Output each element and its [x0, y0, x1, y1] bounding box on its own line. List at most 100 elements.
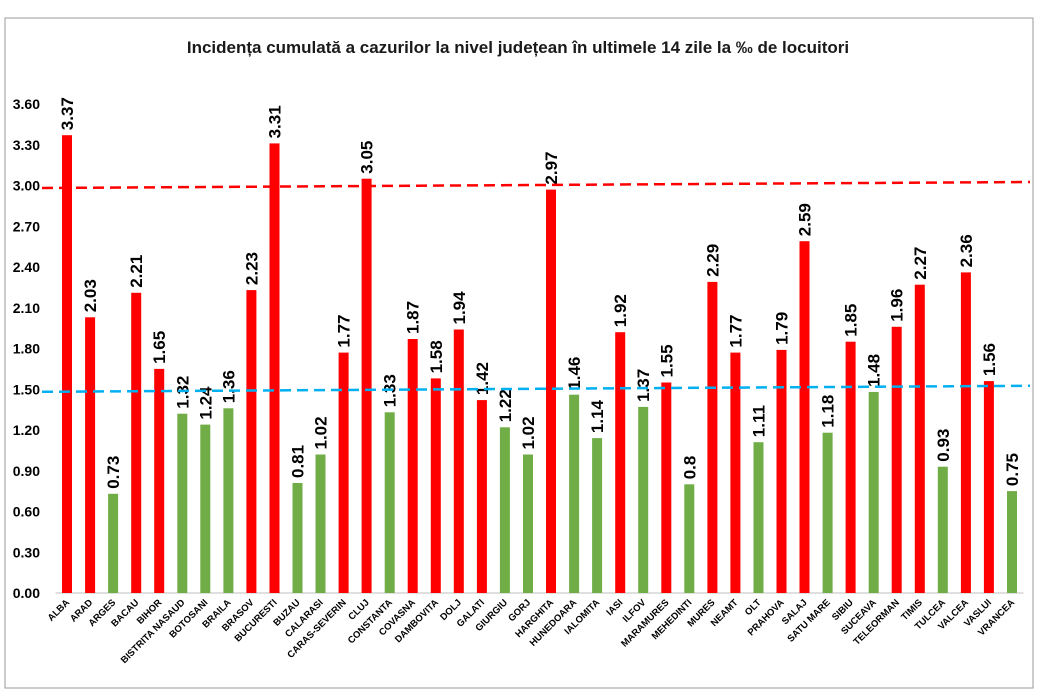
value-label-ilfov: 1.37 [634, 369, 653, 402]
y-tick-label: 0.00 [13, 585, 40, 601]
y-tick-label: 0.30 [13, 544, 40, 560]
value-label-hunedoara: 1.46 [565, 357, 584, 390]
bar-bacau [131, 292, 142, 593]
bar-neamt [730, 352, 741, 593]
bar-iasi [615, 332, 626, 593]
bar-alba [62, 135, 72, 593]
bar-brasov [246, 290, 257, 593]
bar-calarasi [315, 454, 326, 593]
y-tick-label: 0.90 [13, 463, 40, 479]
bar-harghita [546, 189, 556, 593]
bar-sibiu [845, 341, 856, 593]
value-label-timis: 2.27 [911, 247, 930, 280]
bar-timis [914, 284, 925, 593]
bar-braila [223, 408, 234, 593]
value-label-giurgiu: 1.22 [496, 389, 515, 422]
bar-caras-severin [338, 352, 349, 593]
value-label-buzau: 0.81 [289, 445, 308, 478]
bar-bihor [154, 368, 165, 593]
bar-cluj [361, 178, 372, 593]
value-label-galati: 1.42 [473, 362, 492, 395]
value-label-vaslui: 1.56 [980, 343, 999, 376]
bar-covasna [407, 339, 418, 593]
value-label-teleorman: 1.96 [888, 289, 907, 322]
bar-ialomita [592, 438, 603, 593]
bar-giurgiu [499, 427, 510, 593]
bar-olt [753, 442, 764, 593]
y-tick-label: 0.60 [13, 504, 40, 520]
value-label-harghita: 2.97 [542, 152, 561, 185]
chart-title: Incidența cumulată a cazurilor la nivel … [187, 38, 849, 57]
bar-galati [476, 400, 487, 593]
reference-line-0 [41, 180, 1031, 190]
bar-ilfov [638, 406, 649, 593]
value-label-iasi: 1.92 [611, 294, 630, 327]
value-label-satu-mare: 1.18 [819, 395, 838, 428]
bar-hunedoara [569, 394, 580, 593]
bar-constanta [384, 412, 395, 593]
value-label-arges: 0.73 [104, 456, 123, 489]
bar-salaj [799, 241, 810, 593]
bar-maramures [661, 382, 672, 593]
bar-dolj [453, 329, 464, 593]
y-tick-label: 3.30 [13, 137, 40, 153]
value-label-bucuresti: 3.31 [266, 105, 285, 138]
value-label-calarasi: 1.02 [312, 416, 331, 449]
bar-prahova [776, 349, 787, 593]
reference-lines [41, 180, 1031, 394]
value-label-sibiu: 1.85 [842, 304, 861, 337]
reference-line-1 [41, 384, 1031, 394]
value-label-prahova: 1.79 [773, 312, 792, 345]
value-label-vrancea: 0.75 [1003, 453, 1022, 486]
value-label-covasna: 1.87 [404, 301, 423, 334]
value-label-braila: 1.36 [219, 370, 238, 403]
y-tick-label: 2.70 [13, 218, 40, 234]
value-label-maramures: 1.55 [657, 344, 676, 377]
value-label-gorj: 1.02 [519, 416, 538, 449]
y-tick-label: 1.20 [13, 422, 40, 438]
value-label-suceava: 1.48 [865, 354, 884, 387]
value-label-cluj: 3.05 [358, 141, 377, 174]
bar-valcea [960, 272, 971, 593]
bar-vrancea [1007, 491, 1017, 593]
value-label-valcea: 2.36 [957, 234, 976, 267]
value-label-alba: 3.37 [58, 97, 77, 130]
value-labels: 3.372.030.732.211.651.321.241.362.233.31… [58, 97, 1022, 489]
y-tick-label: 3.00 [13, 178, 40, 194]
value-label-arad: 2.03 [81, 279, 100, 312]
bar-bistrita-nasaud [177, 413, 188, 593]
value-label-mehedinti: 0.8 [680, 456, 699, 480]
y-axis: 0.00 0.30 0.60 0.90 1.20 1.50 1.80 2.10 2.40 2.70… [13, 96, 40, 601]
value-label-bacau: 2.21 [127, 255, 146, 288]
bar-gorj [523, 454, 533, 593]
bar-satu-mare [822, 432, 833, 593]
value-label-ialomita: 1.14 [588, 399, 607, 433]
bar-arges [108, 493, 119, 593]
value-label-botosani: 1.24 [196, 386, 215, 420]
bar-vaslui [983, 381, 994, 593]
bar-buzau [292, 483, 303, 593]
bar-mures [707, 281, 718, 593]
bar-mehedinti [684, 484, 695, 593]
bar-teleorman [891, 326, 902, 593]
y-tick-label: 3.60 [13, 96, 40, 112]
value-label-salaj: 2.59 [796, 203, 815, 236]
bars [62, 135, 1017, 593]
value-label-tulcea: 0.93 [934, 429, 953, 462]
y-tick-label: 1.50 [13, 381, 40, 397]
value-label-olt: 1.11 [750, 405, 769, 437]
y-tick-label: 2.10 [13, 300, 40, 316]
bar-botosani [200, 424, 211, 593]
value-label-caras-severin: 1.77 [335, 315, 354, 348]
value-label-brasov: 2.23 [242, 252, 261, 285]
value-label-mures: 2.29 [703, 244, 722, 277]
value-label-dolj: 1.94 [450, 291, 469, 325]
bar-tulcea [937, 466, 948, 593]
bar-bucuresti [269, 143, 280, 593]
value-label-bihor: 1.65 [150, 331, 169, 364]
value-label-dambovita: 1.58 [427, 340, 446, 373]
y-tick-label: 2.40 [13, 259, 40, 275]
y-tick-label: 1.80 [13, 341, 40, 357]
value-label-neamt: 1.77 [726, 315, 745, 348]
